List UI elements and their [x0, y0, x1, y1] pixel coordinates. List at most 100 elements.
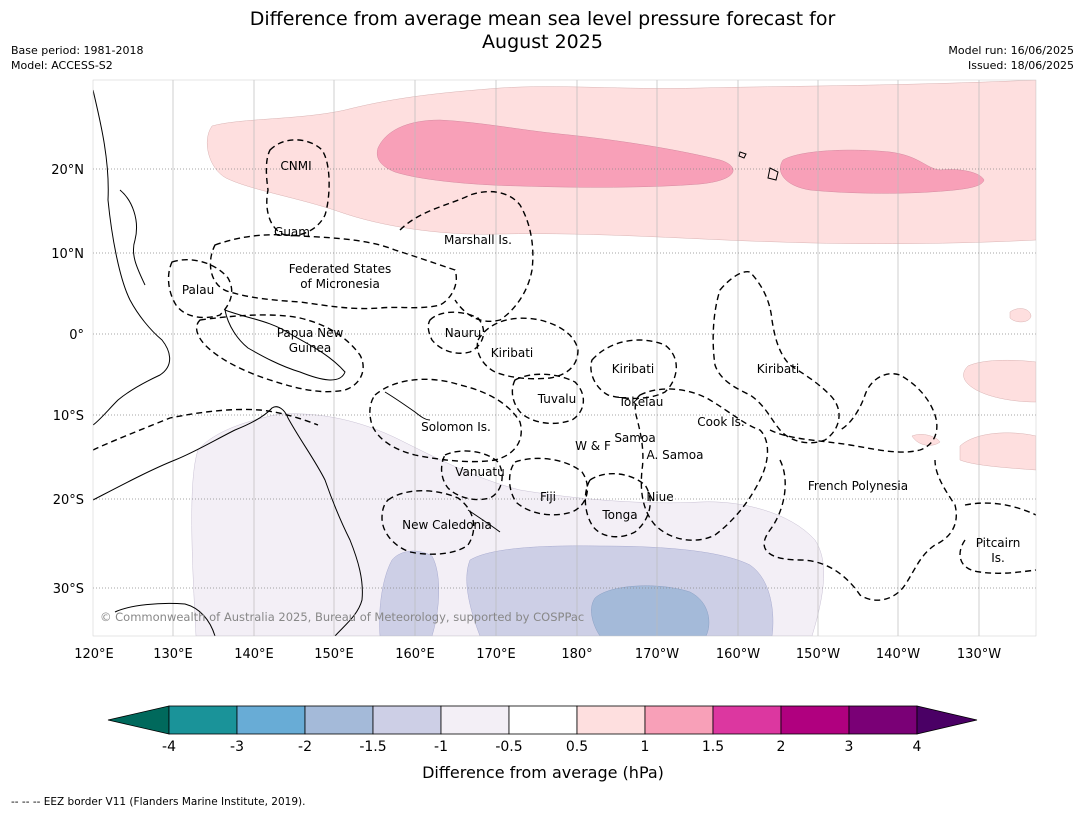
- meta-right: Model run: 16/06/2025 Issued: 18/06/2025: [948, 43, 1074, 73]
- map-frame: [92, 79, 1037, 637]
- label-tuvalu: Tuvalu: [537, 392, 577, 406]
- colorbar-tick-0: -4: [162, 739, 176, 755]
- label-pitcairn-line-1: Pitcairn: [976, 536, 1021, 550]
- colorbar-segment-5: [508, 705, 578, 735]
- eez-fiji: [508, 457, 589, 516]
- label-niue: Niue: [646, 490, 673, 504]
- new-zealand-coast: [114, 602, 216, 636]
- colorbar-tick-9: 2: [777, 739, 786, 755]
- label-wallis-futuna: W & F: [575, 439, 611, 453]
- anomaly-positive-blob-1: [1009, 308, 1032, 323]
- eez-new-caledonia: [381, 490, 475, 555]
- eez-french-polynesia: [763, 373, 957, 601]
- colorbar: [107, 705, 978, 735]
- model-run: Model run: 16/06/2025: [948, 44, 1074, 57]
- map-title: Difference from average mean sea level p…: [0, 8, 1085, 54]
- colorbar-over-arrow: [916, 705, 978, 735]
- label-fsm-line-1: Federated States: [289, 262, 391, 276]
- new-guinea-coast: [224, 309, 346, 381]
- eez-footnote: -- -- -- EEZ border V11 (Flanders Marine…: [11, 796, 306, 808]
- colorbar-tick-labels: -4 -3 -2 -1.5 -1 -0.5 0.5 1 1.5 2 3 4: [162, 739, 922, 755]
- latitude-gridlines: [93, 168, 1036, 589]
- anomaly-minus-1.5-to-minus-2: [591, 585, 710, 636]
- label-tonga: Tonga: [601, 508, 637, 522]
- eez-cnmi: [265, 139, 330, 237]
- anomaly-positive-blob-2: [963, 359, 1036, 403]
- lat-label-30s: 30°S: [53, 582, 84, 597]
- colorbar-tick-3: -1.5: [359, 739, 386, 755]
- copyright-notice: © Commonwealth of Australia 2025, Bureau…: [100, 610, 584, 624]
- model-name: Model: ACCESS-S2: [11, 59, 113, 72]
- lon-label-140e: 140°E: [234, 647, 274, 662]
- colorbar-tick-2: -2: [298, 739, 312, 755]
- label-samoa: Samoa: [614, 431, 655, 445]
- label-cook: Cook Is.: [697, 415, 744, 429]
- lat-label-0: 0°: [69, 328, 84, 343]
- label-tokelau: Tokelau: [618, 395, 664, 409]
- eez-marshall: [399, 190, 534, 322]
- base-period: Base period: 1981-2018: [11, 44, 144, 57]
- solomon-islands-coast: [384, 391, 431, 421]
- australia-coast: [93, 406, 363, 636]
- lon-label-170w: 170°W: [635, 647, 679, 662]
- meta-left: Base period: 1981-2018 Model: ACCESS-S2: [11, 43, 143, 73]
- label-fiji: Fiji: [540, 490, 556, 504]
- colorbar-tick-5: -0.5: [495, 739, 522, 755]
- eez-pitcairn: [959, 502, 1036, 574]
- label-nauru: Nauru: [445, 326, 481, 340]
- label-guam: Guam: [274, 225, 310, 239]
- colorbar-segment-2: [304, 705, 374, 735]
- eez-australia: [93, 408, 319, 451]
- colorbar-tick-10: 3: [845, 739, 854, 755]
- eez-kiribati-west: [476, 317, 579, 380]
- lon-label-160w: 160°W: [716, 647, 760, 662]
- hawaii-coast: [738, 151, 779, 181]
- eez-nauru: [427, 311, 485, 354]
- colorbar-segment-10: [848, 705, 918, 735]
- label-vanuatu: Vanuatu: [455, 465, 505, 479]
- eez-png: [195, 314, 364, 393]
- colorbar-segment-4: [440, 705, 510, 735]
- label-kiribati-west: Kiribati: [491, 346, 533, 360]
- eez-kiribati-east: [712, 271, 840, 444]
- lon-label-130e: 130°E: [153, 647, 193, 662]
- anomaly-1-to-1.5-north-west: [377, 119, 734, 188]
- latitude-labels: 20°N 10°N 0° 10°S 20°S 30°S: [51, 163, 84, 597]
- colorbar-under-arrow: [107, 705, 170, 735]
- colorbar-segment-9: [780, 705, 850, 735]
- philippines-coast: [119, 189, 146, 286]
- label-solomon: Solomon Is.: [421, 420, 491, 434]
- map-title-line-1: Difference from average mean sea level p…: [249, 8, 836, 30]
- colorbar-segment-3: [372, 705, 442, 735]
- lon-label-150w: 150°W: [796, 647, 840, 662]
- label-marshall: Marshall Is.: [444, 233, 512, 247]
- lon-label-170e: 170°E: [476, 647, 516, 662]
- eez-fsm: [209, 234, 457, 310]
- lat-label-20n: 20°N: [51, 163, 84, 178]
- label-png-line-1: Papua New: [277, 326, 344, 340]
- region-labels: CNMI Guam Marshall Is. Federated States …: [182, 159, 1020, 565]
- eez-tokelau-samoa: [590, 339, 677, 400]
- issued-date: Issued: 18/06/2025: [967, 59, 1074, 72]
- lon-label-130w: 130°W: [957, 647, 1001, 662]
- lon-label-140w: 140°W: [876, 647, 920, 662]
- lon-label-150e: 150°E: [314, 647, 354, 662]
- map-area: © Commonwealth of Australia 2025, Bureau…: [93, 80, 1036, 636]
- longitude-labels: 120°E 130°E 140°E 150°E 160°E 170°E 180°…: [74, 647, 1001, 662]
- se-asia-coast: [93, 89, 171, 426]
- anomaly-1-to-1.5-north-east: [780, 149, 985, 194]
- label-kiribati-central: Kiribati: [612, 362, 654, 376]
- label-fsm-line-2: of Micronesia: [300, 277, 380, 291]
- eez-palau: [167, 259, 233, 319]
- lat-label-20s: 20°S: [53, 493, 84, 508]
- colorbar-label: Difference from average (hPa): [422, 763, 664, 782]
- label-new-caledonia: New Caledonia: [402, 518, 492, 532]
- colorbar-tick-7: 1: [641, 739, 650, 755]
- colorbar-segment-1: [236, 705, 306, 735]
- label-american-samoa: A. Samoa: [647, 448, 704, 462]
- label-png-line-2: Guinea: [289, 341, 332, 355]
- coastlines: [93, 89, 779, 636]
- lat-label-10s: 10°S: [53, 409, 84, 424]
- anomaly-positive-blob-4: [911, 434, 941, 446]
- colorbar-tick-1: -3: [230, 739, 244, 755]
